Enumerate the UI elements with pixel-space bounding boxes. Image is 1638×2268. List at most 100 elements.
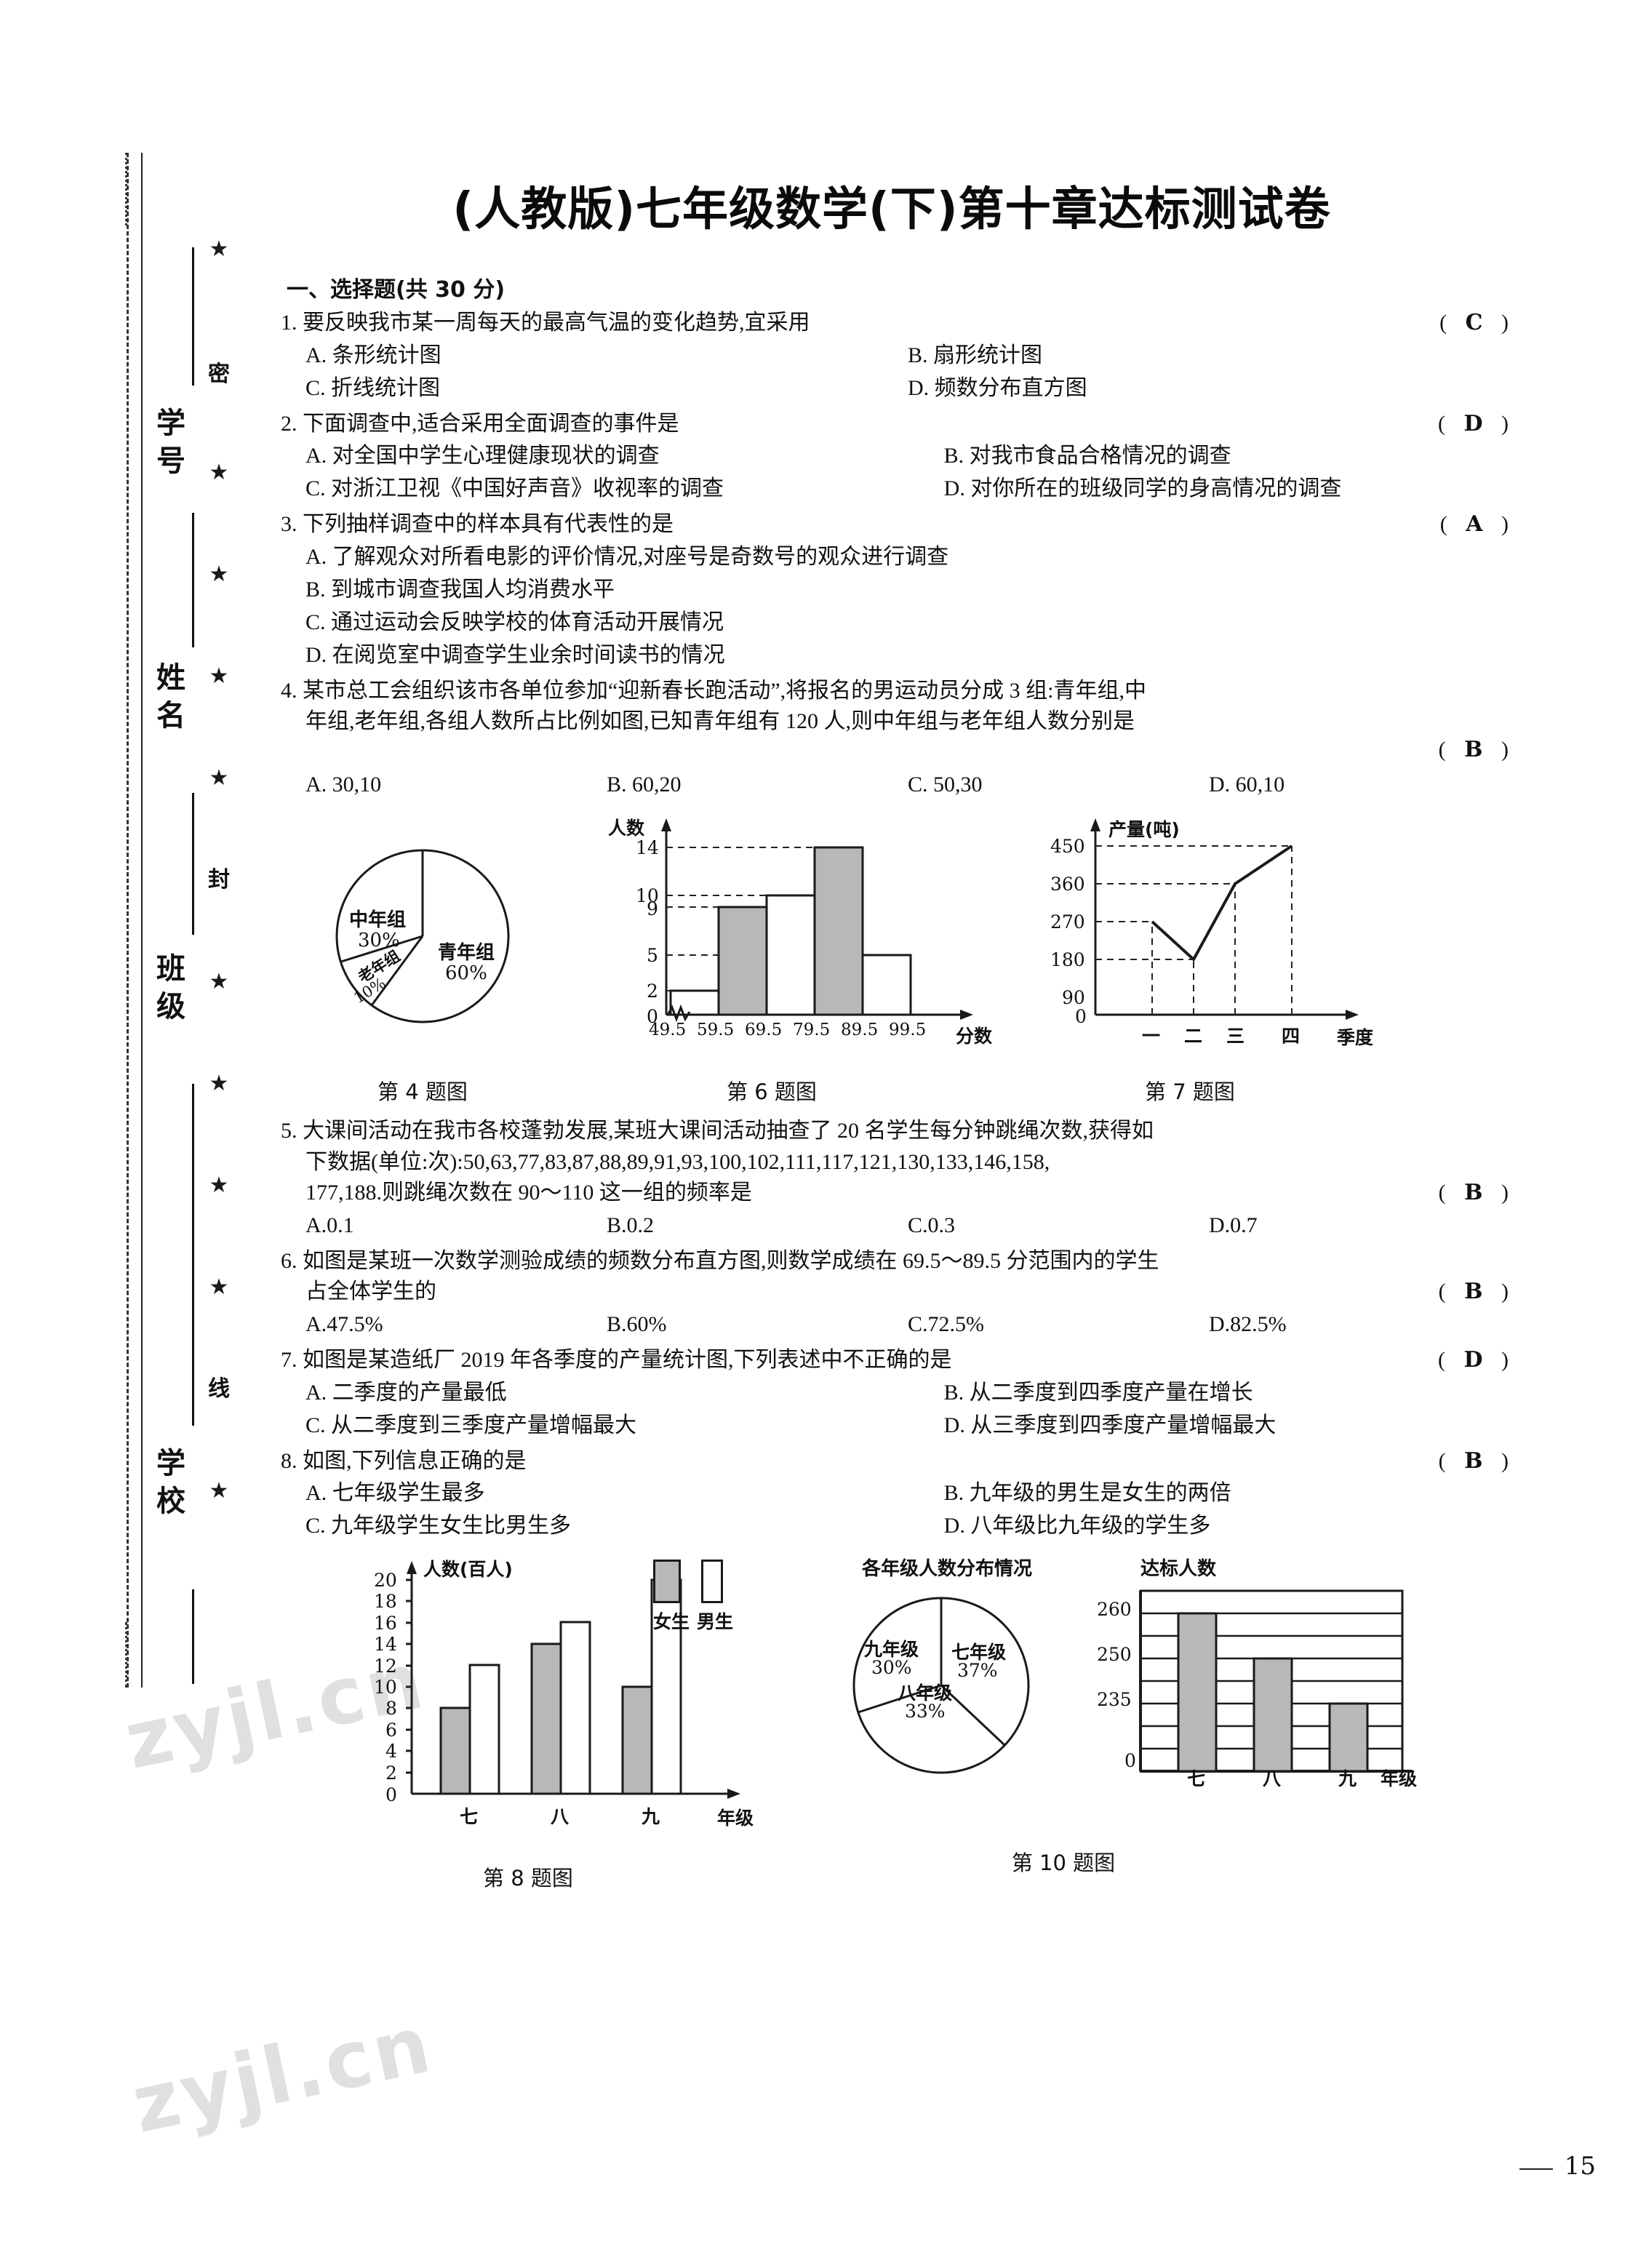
question-text: 如图是某班一次数学测验成绩的频数分布直方图,则数学成绩在 69.5～89.5 分… xyxy=(303,1248,1159,1273)
option-a[interactable]: A. 了解观众对所看电影的评价情况,对座号是奇数号的观众进行调查 xyxy=(305,544,949,569)
options-list: A. 七年级学生最多 C. 九年级学生女生比男生多 B. 九年级的男生是女生的两… xyxy=(305,1477,1510,1542)
answer-bracket: ( D ) xyxy=(1437,410,1510,436)
seal-label-name: 姓名 xyxy=(151,662,185,738)
option-b[interactable]: B. 到城市调查我国人均消费水平 xyxy=(305,577,615,602)
bar-chart-qualified-count: 达标人数 xyxy=(1092,1554,1456,1805)
option-c[interactable]: C. 折线统计图 xyxy=(305,375,441,400)
pie-slice-value-grade7: 37% xyxy=(957,1660,998,1682)
option-c[interactable]: C.0.3 xyxy=(908,1213,956,1237)
figure-caption: 第 10 题图 xyxy=(1011,1850,1116,1876)
seal-divider-4 xyxy=(192,1084,194,1426)
option-d[interactable]: D.0.7 xyxy=(1209,1213,1258,1237)
seal-tick-top xyxy=(125,153,127,225)
option-c[interactable]: C. 从二季度到三季度产量增幅最大 xyxy=(305,1413,637,1437)
x-axis-label: 分数 xyxy=(956,1025,993,1047)
pie-slice-value-grade9: 30% xyxy=(871,1657,912,1679)
seal-label-class: 班级 xyxy=(151,953,185,1029)
x-tick-89-5: 89.5 xyxy=(841,1020,879,1039)
option-b[interactable]: B. 九年级的男生是女生的两倍 xyxy=(943,1481,1231,1506)
option-b[interactable]: B. 扇形统计图 xyxy=(908,343,1043,367)
options-list: A.47.5% B.60% C.72.5% D.82.5% xyxy=(305,1308,1510,1341)
option-a[interactable]: A.47.5% xyxy=(305,1311,383,1336)
question-stem: 4. 某市总工会组织该市各单位参加“迎新春长跑活动”,将报名的男运动员分成 3 … xyxy=(273,676,1510,707)
line-chart-output xyxy=(1090,818,1359,1020)
option-a[interactable]: A. 30,10 xyxy=(305,772,382,796)
pie-slice-label-grade8: 八年级 xyxy=(898,1682,953,1704)
seal-char-mi: 密 xyxy=(208,362,230,387)
bar-chart-svg xyxy=(1139,1589,1413,1773)
question-stem-cont: 占全体学生的 xyxy=(305,1279,436,1304)
answer-bracket: ( B ) xyxy=(1438,1448,1510,1474)
y-tick-0: 0 xyxy=(385,1784,397,1806)
seal-star-column: ★ 密 ★ ★ ★ ★ 封 ★ ★ ★ ★ 线 ★ xyxy=(202,153,236,1688)
seal-tick-bottom xyxy=(125,1622,127,1688)
page-number-value: 15 xyxy=(1564,2152,1596,2181)
option-c[interactable]: C. 50,30 xyxy=(908,772,983,796)
y-tick-270: 270 xyxy=(1050,911,1085,933)
y-tick-360: 360 xyxy=(1050,873,1085,895)
y-tick-14: 14 xyxy=(374,1634,397,1656)
question-stem: 6. 如图是某班一次数学测验成绩的频数分布直方图,则数学成绩在 69.5～89.… xyxy=(273,1246,1510,1277)
option-c[interactable]: C. 通过运动会反映学校的体育活动开展情况 xyxy=(305,610,724,634)
option-b[interactable]: B.60% xyxy=(607,1311,667,1336)
question-stem-cont2: 177,188.则跳绳次数在 90～110 这一组的频率是 xyxy=(305,1181,752,1205)
watermark: zyjl.cn xyxy=(124,1998,441,2152)
seal-label-school: 学校 xyxy=(151,1448,185,1523)
question-number: 5. xyxy=(281,1118,297,1143)
option-c[interactable]: C. 对浙江卫视《中国好声音》收视率的调查 xyxy=(305,476,724,501)
option-d[interactable]: D.82.5% xyxy=(1209,1311,1287,1336)
option-b[interactable]: B. 对我市食品合格情况的调查 xyxy=(943,444,1231,468)
figure-question-4: 青年组 60% 中年组 30% 老年组 10% 第 4 题图 xyxy=(295,827,601,1106)
question-text: 下列抽样调查中的样本具有代表性的是 xyxy=(303,512,674,537)
pie-slice-value-middle: 30% xyxy=(358,929,400,951)
option-c[interactable]: C.72.5% xyxy=(908,1311,984,1336)
x-tick-grade-9: 九 xyxy=(1338,1768,1357,1790)
question-stem: 1. 要反映我市某一周每天的最高气温的变化趋势,宜采用 xyxy=(273,308,1510,339)
question-5: 5. 大课间活动在我市各校蓬勃发展,某班大课间活动抽查了 20 名学生每分钟跳绳… xyxy=(273,1116,1510,1242)
y-tick-235: 235 xyxy=(1097,1689,1132,1711)
seal-char-feng: 封 xyxy=(208,867,230,893)
bar-chart-grade-gender xyxy=(406,1561,740,1800)
option-b[interactable]: B. 从二季度到四季度产量在增长 xyxy=(943,1380,1253,1405)
question-3: 3. 下列抽样调查中的样本具有代表性的是 ( A ) A. 了解观众对所看电影的… xyxy=(273,509,1510,671)
option-d[interactable]: D. 从三季度到四季度产量增幅最大 xyxy=(943,1413,1277,1437)
x-axis-label: 年级 xyxy=(717,1808,754,1829)
x-tick-grade-8: 八 xyxy=(551,1806,570,1828)
question-stem-cont: 下数据(单位:次):50,63,77,83,87,88,89,91,93,100… xyxy=(305,1149,1050,1174)
seal-star-icon: ★ xyxy=(209,1173,229,1198)
option-b[interactable]: B.0.2 xyxy=(607,1213,655,1237)
option-d[interactable]: D. 八年级比九年级的学生多 xyxy=(943,1514,1211,1538)
option-c[interactable]: C. 九年级学生女生比男生多 xyxy=(305,1514,572,1538)
answer-letter: B xyxy=(1464,736,1485,762)
seal-label-student-id: 学号 xyxy=(151,407,185,483)
option-d[interactable]: D. 在阅览室中调查学生业余时间读书的情况 xyxy=(305,642,725,667)
option-d[interactable]: D. 对你所在的班级同学的身高情况的调查 xyxy=(943,476,1342,501)
option-a[interactable]: A. 七年级学生最多 xyxy=(305,1481,485,1506)
y-tick-0: 0 xyxy=(647,1005,658,1027)
option-a[interactable]: A. 二季度的产量最低 xyxy=(305,1380,507,1405)
seal-star-icon: ★ xyxy=(209,1274,229,1300)
y-tick-250: 250 xyxy=(1097,1644,1132,1666)
figure-row-top: 青年组 60% 中年组 30% 老年组 10% 第 4 题图 xyxy=(273,811,1510,1106)
seal-divider-1 xyxy=(192,247,194,386)
answer-letter: B xyxy=(1464,1279,1485,1305)
question-stem: 2. 下面调查中,适合采用全面调查的事件是 xyxy=(273,409,1510,440)
option-a[interactable]: A.0.1 xyxy=(305,1213,354,1237)
y-tick-450: 450 xyxy=(1050,835,1085,857)
y-tick-16: 16 xyxy=(374,1613,397,1634)
question-text: 如图,下列信息正确的是 xyxy=(303,1448,527,1473)
figure-caption: 第 8 题图 xyxy=(483,1866,573,1891)
question-number: 2. xyxy=(281,411,297,436)
y-tick-8: 8 xyxy=(385,1698,397,1720)
pie-chart-svg xyxy=(852,1597,1030,1774)
option-d[interactable]: D. 频数分布直方图 xyxy=(908,375,1087,400)
question-stem: 3. 下列抽样调查中的样本具有代表性的是 xyxy=(273,509,1510,540)
option-d[interactable]: D. 60,10 xyxy=(1209,772,1285,796)
pie-slice-value-grade8: 33% xyxy=(905,1701,946,1722)
figure-question-10: 各年级人数分布情况 七年级 37% 八年级 33% xyxy=(819,1554,1474,1877)
answer-bracket: ( D ) xyxy=(1437,1346,1510,1373)
option-b[interactable]: B. 60,20 xyxy=(607,772,682,796)
option-a[interactable]: A. 条形统计图 xyxy=(305,343,442,367)
y-axis-label: 产量(吨) xyxy=(1108,818,1180,840)
option-a[interactable]: A. 对全国中学生心理健康现状的调查 xyxy=(305,444,660,468)
